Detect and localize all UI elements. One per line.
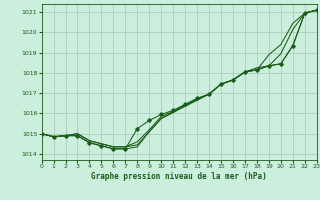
X-axis label: Graphe pression niveau de la mer (hPa): Graphe pression niveau de la mer (hPa) <box>91 172 267 181</box>
